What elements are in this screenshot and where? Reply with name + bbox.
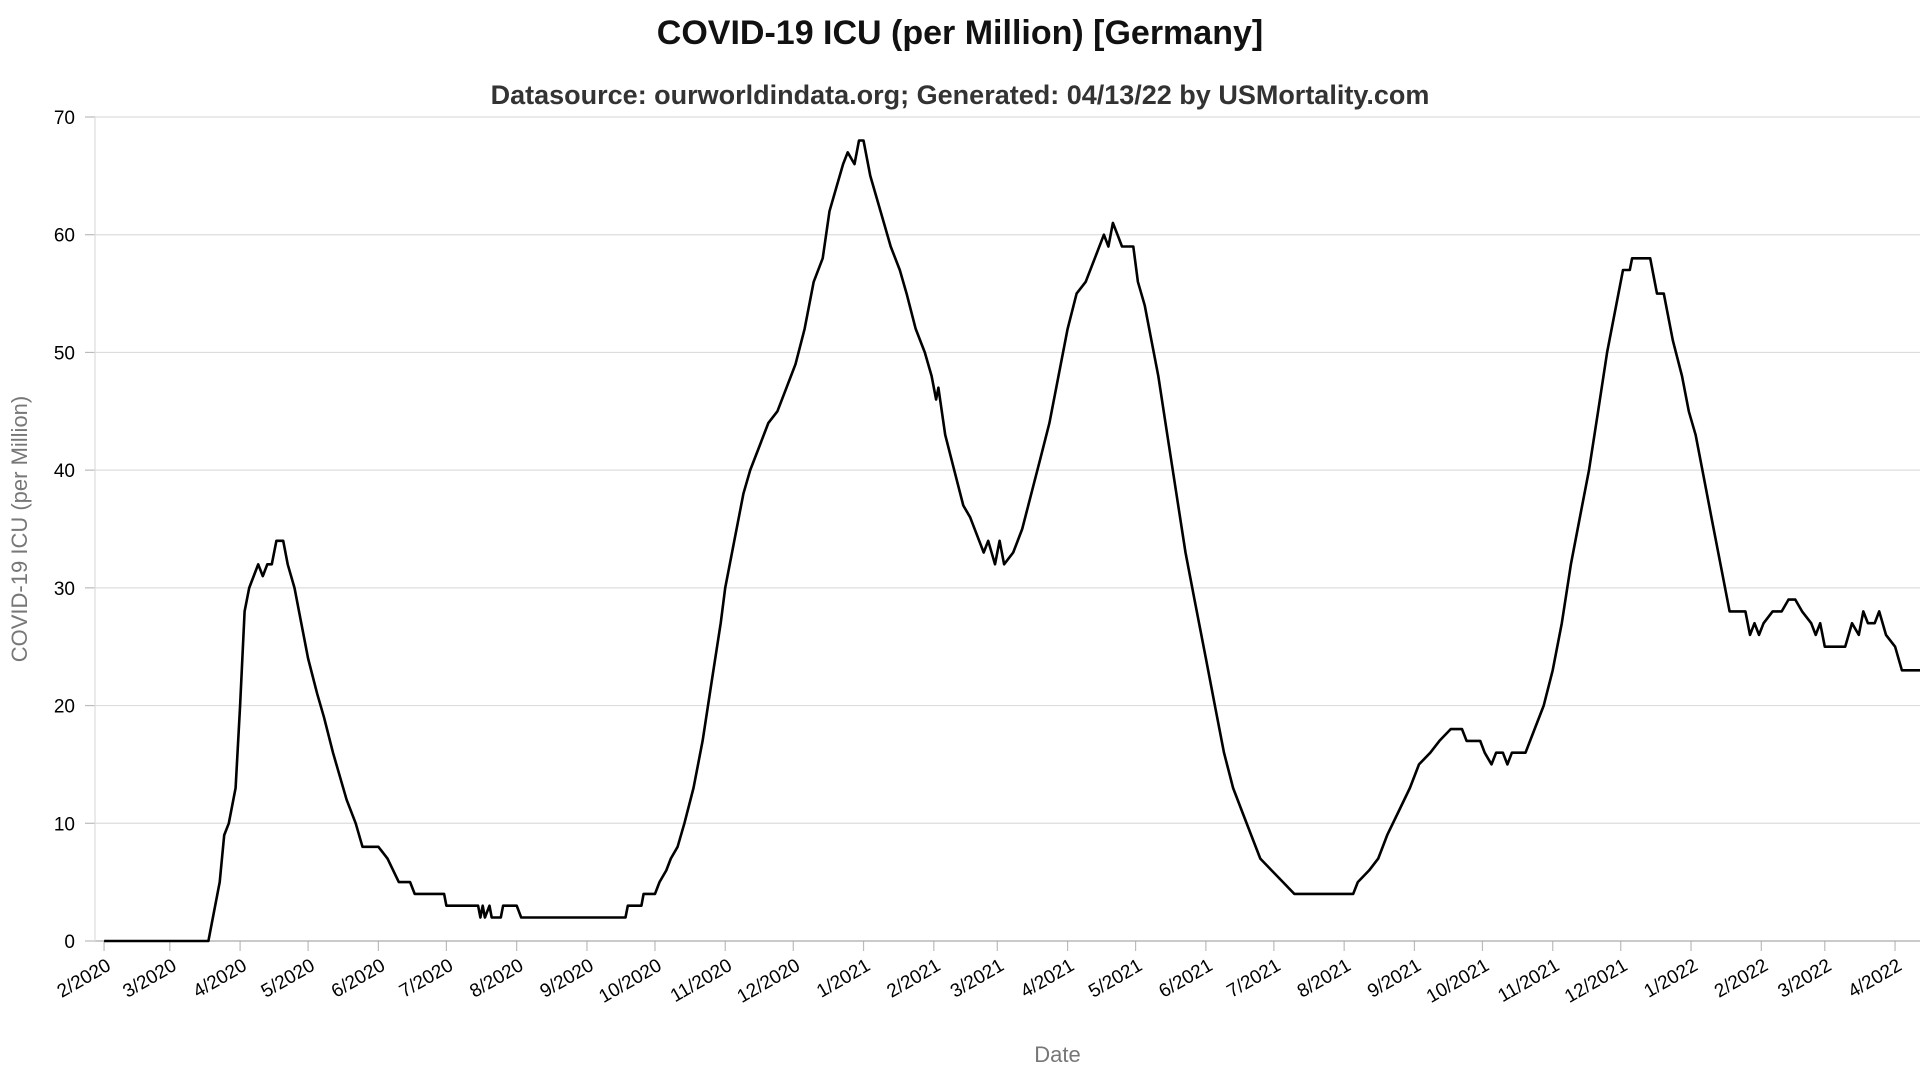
x-tick-label: 9/2021 (1364, 955, 1425, 1002)
chart-title: COVID-19 ICU (per Million) [Germany] (656, 14, 1264, 52)
x-tick-label: 12/2020 (734, 955, 804, 1008)
x-axis-ticks: 2/2020 3/2020 4/2020 5/2020 6/2020 7/2020 8/20… (54, 941, 1906, 1008)
y-axis-label: COVID-19 ICU (per Million) (7, 396, 32, 663)
y-tick-label: 50 (54, 343, 75, 364)
x-tick-label: 12/2021 (1561, 955, 1631, 1008)
x-tick-label: 6/2020 (328, 955, 389, 1002)
x-tick-label: 10/2020 (595, 955, 665, 1008)
y-tick-label: 30 (54, 579, 75, 600)
x-tick-label: 11/2020 (667, 955, 736, 1007)
x-tick-label: 3/2020 (119, 955, 180, 1002)
x-tick-label: 11/2021 (1494, 955, 1563, 1007)
chart-subtitle: Datasource: ourworldindata.org; Generate… (490, 80, 1430, 110)
y-tick-label: 10 (54, 814, 75, 835)
grid-lines (95, 116, 1920, 824)
x-tick-label: 8/2020 (466, 955, 527, 1002)
x-tick-label: 2/2020 (54, 955, 115, 1002)
series-line (104, 139, 1920, 943)
x-tick-label: 9/2020 (537, 955, 598, 1002)
x-axis-label: Date (1034, 1042, 1080, 1067)
x-tick-label: 5/2020 (258, 955, 319, 1002)
x-tick-label: 4/2022 (1845, 955, 1906, 1002)
x-tick-label: 3/2022 (1774, 955, 1835, 1002)
x-tick-label: 2/2021 (883, 955, 944, 1002)
x-tick-label: 7/2020 (396, 955, 457, 1002)
x-tick-label: 3/2021 (947, 955, 1008, 1002)
x-tick-label: 4/2021 (1017, 955, 1078, 1002)
x-tick-label: 8/2021 (1294, 955, 1355, 1002)
x-tick-label: 7/2021 (1224, 955, 1285, 1002)
x-tick-label: 1/2022 (1641, 955, 1702, 1002)
x-tick-label: 5/2021 (1085, 955, 1146, 1002)
x-tick-label: 10/2021 (1423, 955, 1493, 1008)
x-tick-label: 4/2020 (190, 955, 251, 1002)
y-tick-label: 70 (54, 108, 75, 129)
y-tick-label: 40 (54, 461, 75, 482)
y-tick-label: 20 (54, 697, 75, 718)
x-tick-label: 1/2021 (813, 955, 874, 1002)
y-tick-label: 0 (64, 932, 75, 953)
x-tick-label: 6/2021 (1156, 955, 1217, 1002)
x-tick-label: 2/2022 (1711, 955, 1772, 1002)
y-axis-ticks: 0 10 20 30 40 50 60 70 (54, 108, 95, 953)
y-tick-label: 60 (54, 226, 75, 247)
series-group (104, 139, 1920, 943)
